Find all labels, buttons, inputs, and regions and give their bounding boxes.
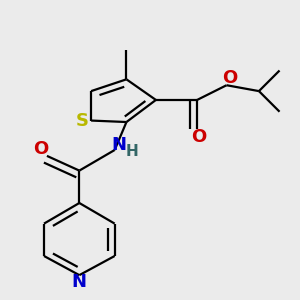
Text: S: S [76, 112, 89, 130]
Text: H: H [125, 144, 138, 159]
Text: O: O [33, 140, 49, 158]
Text: O: O [191, 128, 206, 146]
Text: O: O [222, 69, 237, 87]
Text: N: N [72, 273, 87, 291]
Text: N: N [112, 136, 127, 154]
